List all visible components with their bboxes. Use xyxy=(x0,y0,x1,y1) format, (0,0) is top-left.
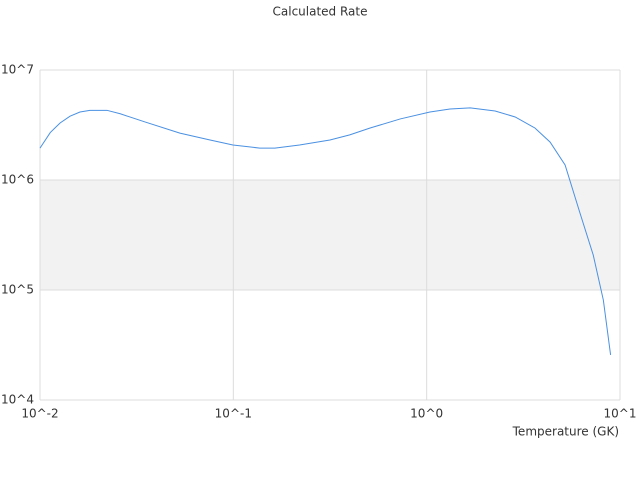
x-tick-label: 10^0 xyxy=(410,407,443,421)
x-axis-label: Temperature (GK) xyxy=(512,425,619,439)
data-line xyxy=(39,107,612,355)
x-tick-label: 10^1 xyxy=(604,407,637,421)
grid-band xyxy=(40,180,620,290)
x-tick-label: 10^-2 xyxy=(21,407,58,421)
y-tick-label: 10^7 xyxy=(1,63,34,77)
y-tick-label: 10^6 xyxy=(1,173,34,187)
x-tick-label: 10^-1 xyxy=(215,407,252,421)
chart-title: Calculated Rate xyxy=(273,5,368,19)
y-tick-label: 10^4 xyxy=(1,393,34,407)
y-tick-label: 10^5 xyxy=(1,283,34,297)
